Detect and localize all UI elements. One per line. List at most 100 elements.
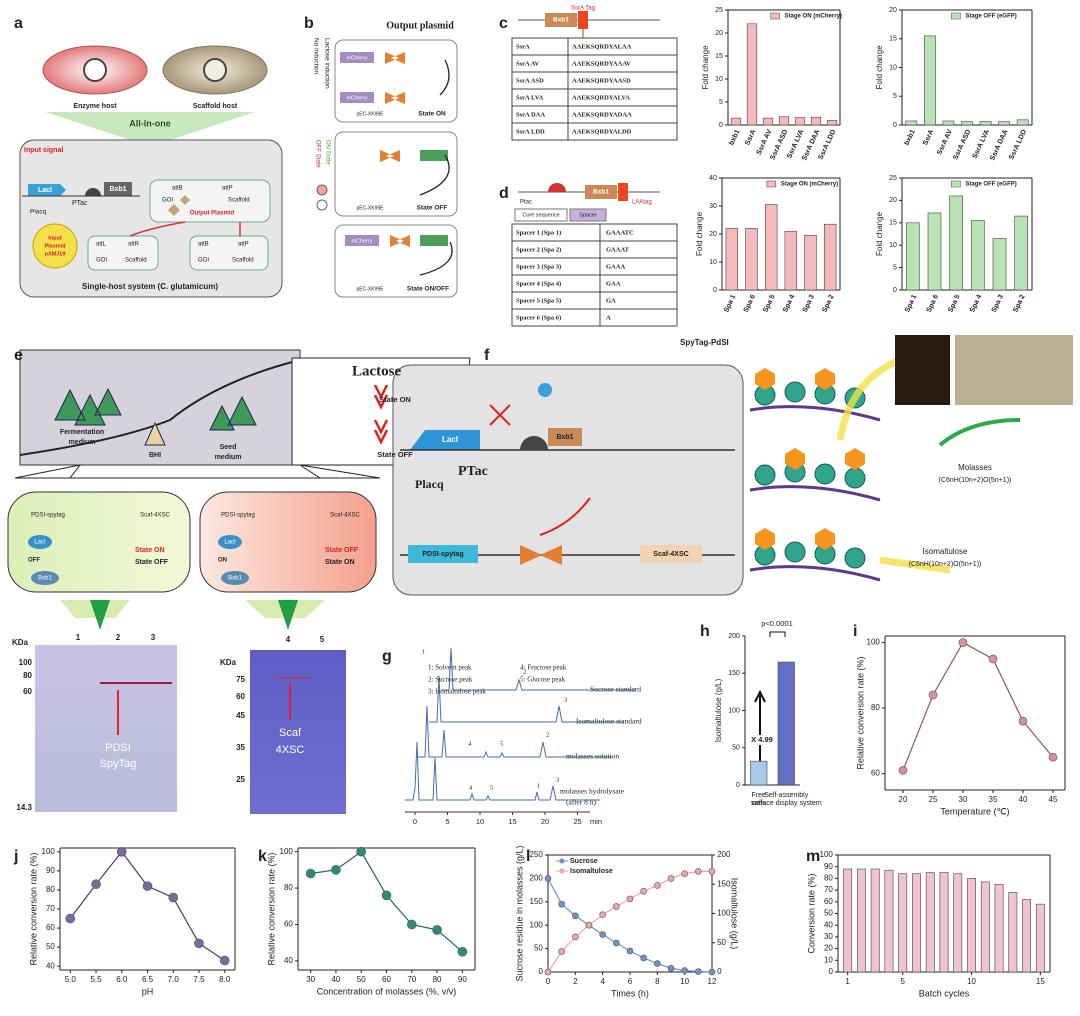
label: Single-host system (C. glutamicum) (82, 282, 218, 291)
label: SpyTag (100, 758, 137, 770)
rbs (548, 183, 566, 192)
tick-label: 30 (824, 932, 833, 941)
tick-label: 0 (546, 977, 551, 986)
label: SsrA Tag (571, 6, 595, 12)
tick-label: 40 (824, 920, 833, 929)
legend-swatch (770, 12, 780, 20)
x-axis-label: Concentration of molasses (%, v/v) (317, 986, 457, 996)
label: SsrA LVA (516, 94, 544, 101)
label: SsrA DAA (516, 111, 545, 118)
point (572, 912, 579, 920)
panel-letter: i (853, 623, 857, 640)
label: 20 (541, 817, 549, 826)
x-tick-label: Spa 5 (947, 294, 961, 314)
label: attB (172, 186, 183, 192)
x-tick-label: Free cells (752, 792, 767, 807)
point (585, 921, 593, 929)
bar (884, 869, 894, 973)
tick-label: 7.5 (193, 975, 205, 984)
path (405, 741, 600, 801)
annotation: X 4.99 (751, 735, 773, 744)
tick-label: 0 (717, 967, 722, 976)
x-tick-label: SsrA LDD (1008, 129, 1028, 161)
label: AAEKSQRDYALVA (572, 94, 630, 101)
point (381, 890, 392, 901)
annotation: p<0.0001 (761, 619, 793, 628)
point (219, 955, 230, 966)
label: molasses solution (566, 752, 619, 761)
point (558, 948, 565, 955)
label: GOI (162, 198, 173, 204)
arrow (539, 497, 591, 536)
core-box (514, 208, 568, 222)
tick-label: 0 (538, 967, 543, 976)
point (640, 954, 647, 962)
label: Isomaltulose standard (576, 717, 642, 726)
x-tick-label: SsrA LVA (972, 129, 991, 160)
tick-label: 80 (284, 883, 293, 892)
panel-letter: g (382, 648, 392, 665)
molasses-photo (895, 335, 950, 405)
label: SpyTag-PdSI (680, 338, 729, 347)
label: Molasses (958, 463, 992, 472)
label: 4 (469, 784, 473, 791)
label: SsrA ASD (516, 77, 544, 84)
label: AAEKSQRDYADAA (572, 111, 632, 118)
cell-box (392, 364, 744, 596)
label: mCherry (346, 95, 367, 101)
label: Scaffold host (193, 103, 238, 110)
path (429, 675, 624, 723)
x-tick-label: Self-assembly surface display system (751, 792, 822, 807)
label: 60 (23, 687, 32, 696)
bxb1-gene (585, 185, 617, 199)
label: Output plasmid (386, 20, 454, 31)
tick-label: 25 (715, 7, 723, 14)
panel-letter: l (526, 848, 530, 865)
label: Isomaltulose (923, 547, 968, 556)
bar (942, 120, 955, 126)
plasmid-left (87, 235, 159, 271)
label: medium (69, 439, 96, 446)
y-axis-label: Fold change (695, 211, 704, 256)
label: 25 (573, 817, 581, 826)
tick-label: 90 (46, 866, 55, 875)
tick-label: 20 (899, 795, 908, 804)
label: OFF (28, 558, 40, 564)
tick-label: 30 (709, 203, 717, 210)
label: PDSI-spytag (422, 551, 463, 558)
bxb1-gene (548, 428, 582, 446)
label: GAA (606, 280, 621, 287)
label: 4XSC (276, 744, 305, 756)
label: 45 (236, 711, 245, 720)
tick-label: 100 (820, 850, 834, 859)
tick-label: 25 (889, 175, 897, 182)
bar (906, 222, 920, 291)
label: State ON (379, 395, 411, 404)
point (613, 939, 620, 947)
tick-label: 60 (46, 923, 55, 932)
label: 15 (508, 817, 516, 826)
label: Lactose (352, 363, 401, 379)
point (406, 919, 417, 930)
bar (730, 117, 742, 126)
tick-label: 200 (717, 850, 731, 859)
label: 4 (286, 635, 291, 644)
tick-label: 15 (889, 220, 897, 227)
circle (784, 381, 806, 403)
tick-label: 0 (893, 122, 897, 129)
legend-label: Stage ON (mCherry) (785, 14, 842, 20)
tick-label: 5 (893, 264, 897, 271)
point (457, 946, 468, 957)
label: (C6nH(10n+2)O(5n+1)) (939, 477, 1012, 484)
label: Placq (30, 209, 47, 216)
label: Spacer 4 (Spa 4) (516, 280, 561, 287)
tick-label: 50 (46, 942, 55, 951)
bar (746, 23, 758, 126)
y-axis-label: Fold change (875, 45, 884, 90)
tick-label: 1 (845, 977, 850, 986)
panel-letter: d (499, 185, 509, 202)
bar (1016, 119, 1029, 126)
bar (843, 868, 853, 973)
x-axis-label: Times (h) (611, 988, 649, 998)
